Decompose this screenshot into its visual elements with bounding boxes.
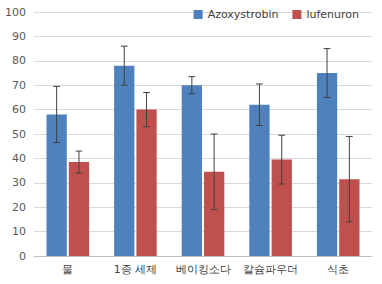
svg-text:칼슘파우더: 칼슘파우더: [243, 263, 298, 276]
svg-text:20: 20: [12, 201, 26, 214]
svg-text:물: 물: [62, 263, 73, 276]
svg-text:80: 80: [12, 54, 26, 67]
svg-text:30: 30: [12, 176, 26, 189]
svg-text:식초: 식초: [327, 263, 349, 276]
svg-text:90: 90: [12, 30, 26, 43]
svg-text:60: 60: [12, 103, 26, 116]
svg-text:50: 50: [12, 128, 26, 141]
svg-text:1종 세제: 1종 세제: [114, 263, 158, 276]
svg-text:lufenuron: lufenuron: [306, 8, 359, 21]
svg-text:70: 70: [12, 79, 26, 92]
svg-text:100: 100: [5, 6, 26, 19]
svg-text:0: 0: [19, 250, 26, 263]
svg-text:Azoxystrobin: Azoxystrobin: [208, 8, 279, 21]
svg-text:베이킹소다: 베이킹소다: [176, 263, 231, 276]
svg-text:40: 40: [12, 152, 26, 165]
svg-text:10: 10: [12, 225, 26, 238]
